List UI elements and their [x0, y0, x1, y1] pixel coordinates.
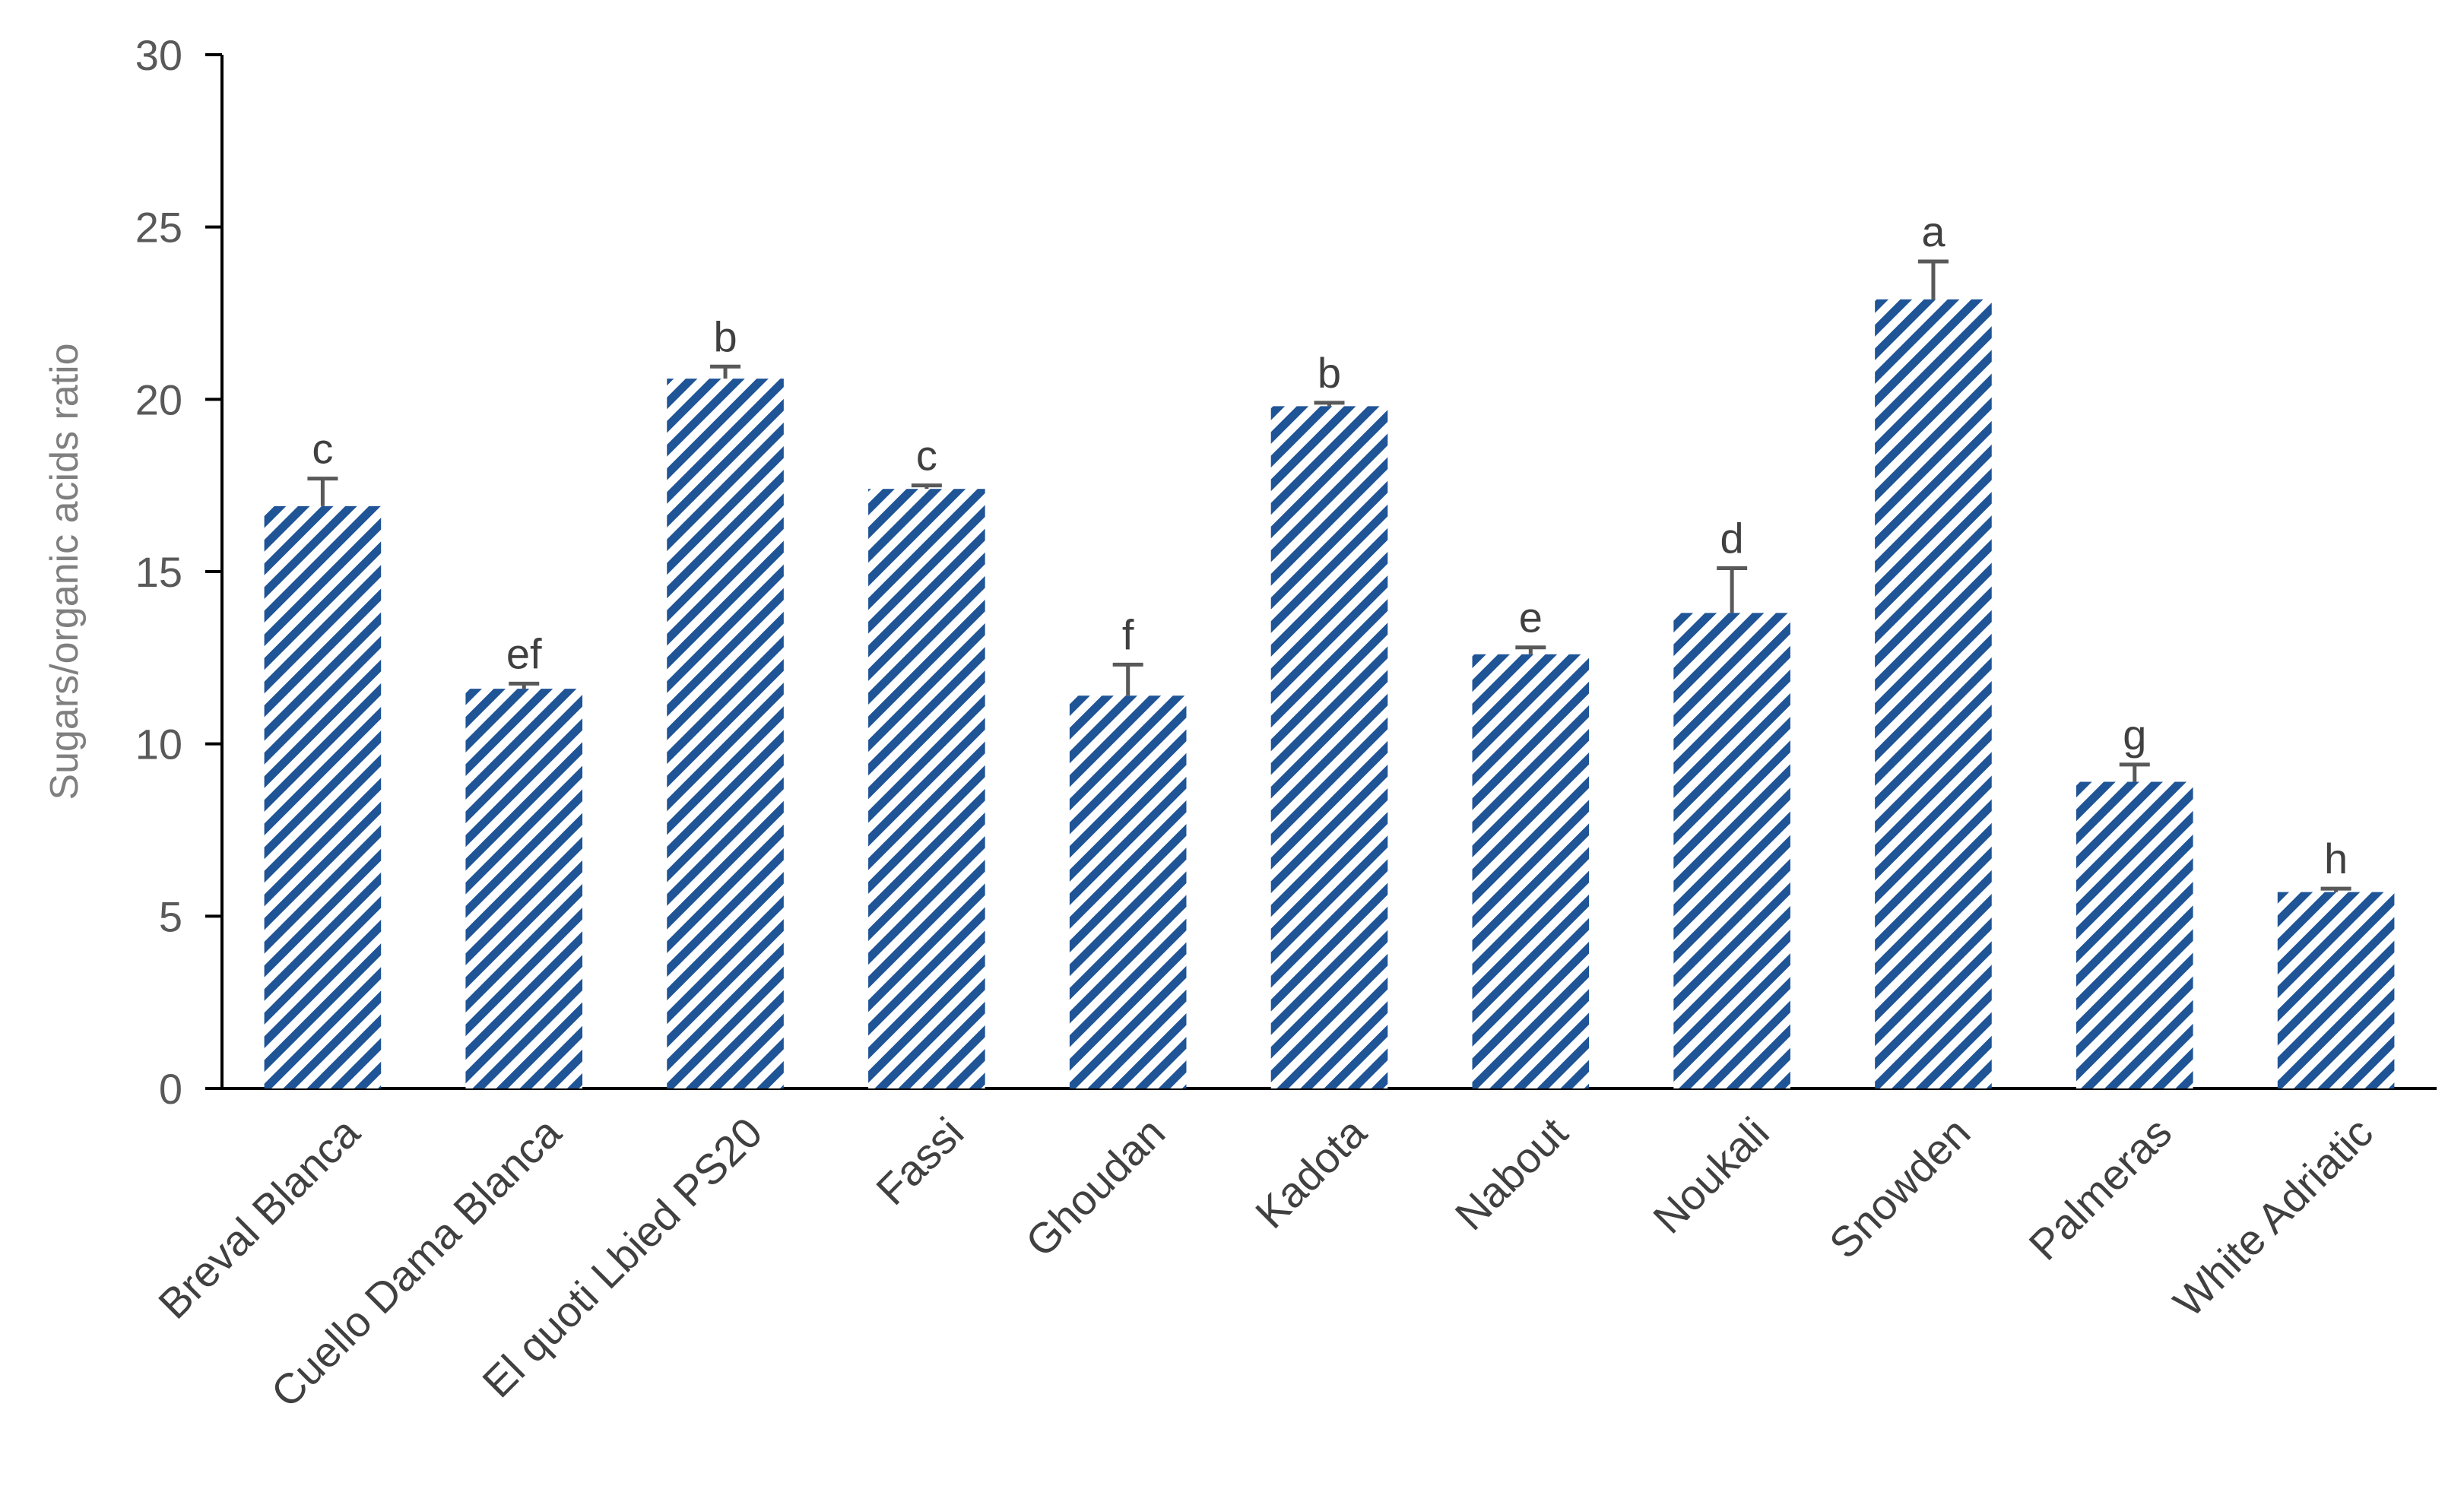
y-tick-label: 10 [135, 721, 182, 768]
significance-letter: a [1921, 208, 1946, 255]
x-tick-label: Breval Blanca [149, 1107, 369, 1327]
bar [1270, 406, 1388, 1088]
bar [465, 689, 583, 1088]
x-tick-label: Kadota [1246, 1107, 1376, 1237]
x-tick-label: Fassi [867, 1108, 972, 1214]
bar [264, 505, 382, 1088]
x-tick-label: Ghoudan [1016, 1108, 1174, 1266]
y-tick-label: 5 [159, 892, 182, 940]
y-tick-label: 25 [135, 204, 182, 252]
y-tick-label: 15 [135, 548, 182, 596]
x-tick-label: Nabout [1446, 1108, 1578, 1240]
significance-letter: b [1318, 349, 1341, 397]
bar [1472, 654, 1590, 1088]
x-tick-label: Palmeras [2019, 1108, 2180, 1269]
x-tick-label: Snowden [1820, 1108, 1980, 1268]
bar [868, 489, 985, 1088]
y-tick-label: 0 [159, 1065, 182, 1113]
bar [1673, 613, 1790, 1088]
x-tick-label: White Adriatic [2164, 1108, 2382, 1326]
y-axis-label: Sugars/organic acids ratio [43, 343, 87, 800]
significance-letter: c [916, 432, 937, 480]
x-tick-label: Noukali [1644, 1108, 1778, 1243]
significance-letter: b [713, 312, 737, 360]
y-tick-label: 20 [135, 375, 182, 423]
significance-letter: g [2123, 711, 2146, 759]
significance-letter: d [1720, 514, 1744, 562]
bar [1069, 695, 1187, 1088]
significance-letter: ef [506, 629, 542, 677]
bar [1875, 299, 1992, 1088]
significance-letter: f [1122, 610, 1134, 658]
bar [2076, 781, 2193, 1088]
significance-letter: h [2324, 835, 2348, 882]
significance-letter: e [1519, 594, 1543, 642]
significance-letter: c [312, 425, 333, 473]
bar [2277, 892, 2395, 1088]
y-tick-label: 30 [135, 31, 182, 79]
bar [667, 379, 784, 1089]
